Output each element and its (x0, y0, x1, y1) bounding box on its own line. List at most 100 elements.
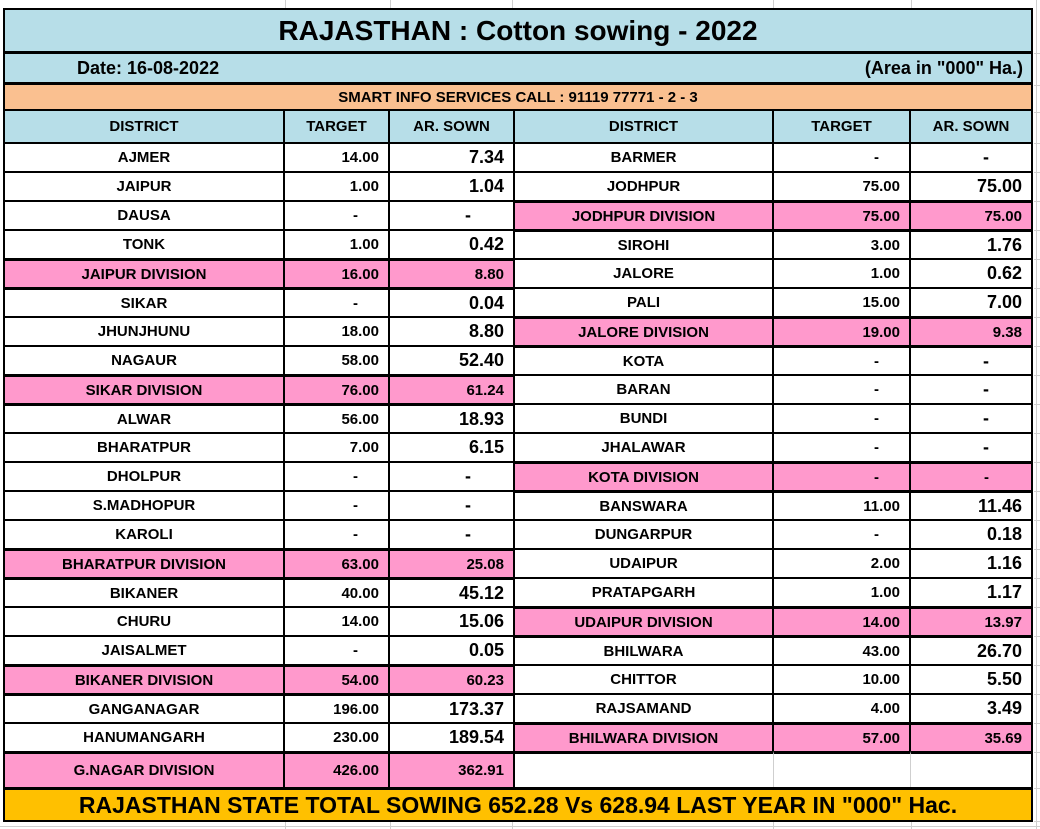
date-row: Date: 16-08-2022 (Area in "000" Ha.) (5, 54, 1031, 85)
gridline (1034, 317, 1040, 318)
sown-cell: - (911, 374, 1031, 403)
target-cell: - (774, 345, 911, 374)
sown-cell: 60.23 (390, 664, 515, 693)
district-cell: JHUNJHUNU (5, 316, 285, 345)
target-cell: 75.00 (774, 200, 911, 229)
sown-cell: 7.34 (390, 142, 515, 171)
sown-cell: 5.50 (911, 664, 1031, 693)
gridline (512, 822, 513, 829)
table-row: AJMER 14.00 7.34 BARMER - - (5, 142, 1031, 171)
sown-cell: 0.42 (390, 229, 515, 258)
target-cell: 196.00 (285, 693, 390, 722)
sown-cell: - (911, 142, 1031, 171)
target-cell: 76.00 (285, 374, 390, 403)
table-row: SIKAR -0.04 PALI 15.00 7.00 (5, 287, 1031, 316)
table-row: DHOLPUR - - KOTA DIVISION - - (5, 461, 1031, 490)
gridline (1034, 433, 1040, 434)
target-cell: - (285, 287, 390, 316)
target-cell: - (285, 490, 390, 519)
district-cell: JALORE DIVISION (515, 316, 774, 345)
target-cell: - (285, 461, 390, 490)
sown-cell: 1.04 (390, 171, 515, 200)
table-row: GANGANAGAR 196.00 173.37 RAJSAMAND 4.00 3.49 (5, 693, 1031, 722)
gridline (1034, 578, 1040, 579)
district-cell: BIKANER (5, 577, 285, 606)
sown-cell: 52.40 (390, 345, 515, 374)
district-cell: BHILWARA (515, 635, 774, 664)
table-row: SIKAR DIVISION 76.00 61.24 BARAN - - (5, 374, 1031, 403)
sown-cell: 75.00 (911, 200, 1031, 229)
gridline (1034, 665, 1040, 666)
table-row: BHARATPUR DIVISION 63.00 25.08 UDAIPUR 2.00 1… (5, 548, 1031, 577)
gridline (1034, 112, 1040, 113)
target-cell: 230.00 (285, 722, 390, 751)
sown-cell: 25.08 (390, 548, 515, 577)
target-cell: 57.00 (774, 722, 911, 751)
target-cell: - (774, 461, 911, 490)
target-cell: 16.00 (285, 258, 390, 287)
table-row: G.NAGAR DIVISION 426.00 362.91 (5, 751, 1031, 787)
target-cell: - (774, 142, 911, 171)
column-header-arsown-right: AR. SOWN (932, 118, 1010, 135)
gridline (390, 822, 391, 829)
district-cell: JAIPUR (5, 171, 285, 200)
target-cell: 43.00 (774, 635, 911, 664)
gridline (1034, 462, 1040, 463)
district-cell: ALWAR (5, 403, 285, 432)
district-cell: HANUMANGARH (5, 722, 285, 751)
target-cell: - (774, 519, 911, 548)
district-cell: BHILWARA DIVISION (515, 722, 774, 751)
sown-cell: 0.04 (390, 287, 515, 316)
target-cell: - (285, 200, 390, 229)
sown-cell: - (911, 403, 1031, 432)
gridline (1034, 201, 1040, 202)
table-row: NAGAUR 58.00 52.40 KOTA - - (5, 345, 1031, 374)
table-row: HANUMANGARH 230.00 189.54 BHILWARA DIVISION… (5, 722, 1031, 751)
district-cell: KOTA (515, 345, 774, 374)
district-cell: RAJSAMAND (515, 693, 774, 722)
district-cell: BUNDI (515, 403, 774, 432)
sown-cell: 189.54 (390, 722, 515, 751)
gridline (1034, 821, 1040, 822)
gridline (1034, 788, 1040, 789)
column-header-arsown-left: AR. SOWN (390, 111, 515, 142)
target-cell: 14.00 (285, 142, 390, 171)
gridline (1034, 288, 1040, 289)
table-row: CHURU 14.00 15.06 UDAIPUR DIVISION 14.00 13.9… (5, 606, 1031, 635)
target-cell: 14.00 (774, 606, 911, 635)
district-cell: AJMER (5, 142, 285, 171)
sown-cell: 13.97 (911, 606, 1031, 635)
district-cell: BARMER (515, 142, 774, 171)
target-cell: 75.00 (774, 171, 911, 200)
gridline (512, 0, 513, 8)
table-row: JAIPUR 1.00 1.04 JODHPUR 75.00 75.00 (5, 171, 1031, 200)
date-label: Date: 16-08-2022 (77, 57, 220, 78)
gridline (1034, 172, 1040, 173)
target-cell: 19.00 (774, 316, 911, 345)
target-cell: - (774, 403, 911, 432)
sown-cell: - (390, 200, 515, 229)
sown-cell: - (911, 461, 1031, 490)
column-header-target-left: TARGET (285, 111, 390, 142)
gridline (773, 0, 774, 8)
gridline (285, 0, 286, 8)
district-cell: NAGAUR (5, 345, 285, 374)
table-row: DAUSA - - JODHPUR DIVISION 75.00 75.00 (5, 200, 1031, 229)
target-cell: 58.00 (285, 345, 390, 374)
gridline (1034, 259, 1040, 260)
target-cell: 15.00 (774, 287, 911, 316)
gridline (1034, 375, 1040, 376)
target-cell: 1.00 (774, 258, 911, 287)
table-row: KAROLI - - DUNGARPUR -0.18 (5, 519, 1031, 548)
district-cell: JAISALMET (5, 635, 285, 664)
column-header-target-right: TARGET (774, 111, 911, 142)
column-header-district-right: DISTRICT (515, 111, 774, 142)
target-cell: 4.00 (774, 693, 911, 722)
sown-cell: 362.91 (390, 751, 515, 787)
sown-cell: 7.00 (911, 287, 1031, 316)
district-cell: JAIPUR DIVISION (5, 258, 285, 287)
area-unit-note: (Area in "000" Ha.) (864, 57, 1023, 78)
gridline (1034, 607, 1040, 608)
sown-cell: 45.12 (390, 577, 515, 606)
